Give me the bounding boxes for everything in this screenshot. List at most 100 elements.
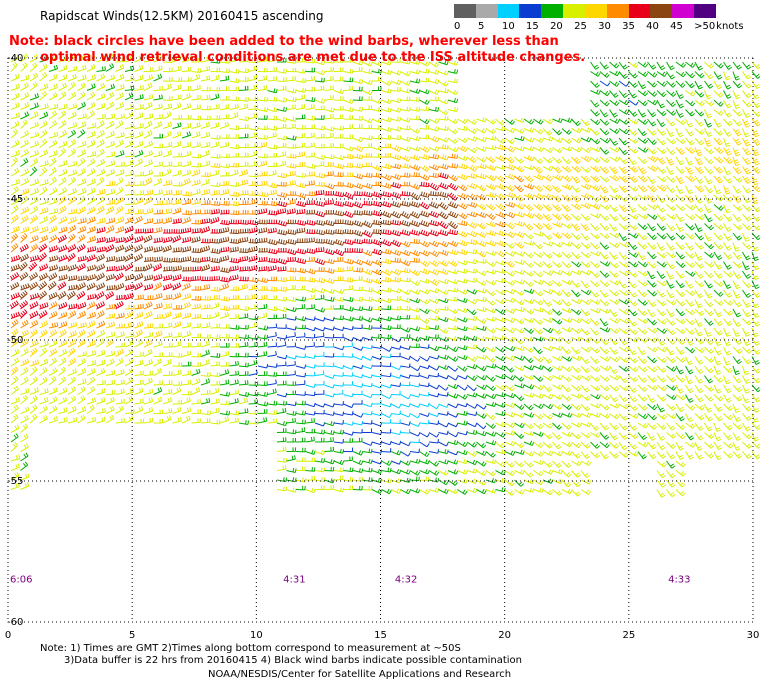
wind-barb [504,489,515,496]
wind-barb [647,147,657,155]
wind-barb [362,410,373,416]
wind-barb [210,182,221,188]
wind-barb [105,405,115,414]
wind-barb [685,375,693,385]
wind-barb [333,459,345,466]
wind-barb [343,266,353,272]
wind-barb [713,375,724,383]
wind-barb [324,238,335,246]
wind-barb [305,294,315,300]
wind-barb [257,277,269,284]
wind-barb [599,147,610,155]
lat-tick-label: -45 [7,194,23,205]
wind-barb [58,64,68,72]
wind-barb [324,437,334,443]
wind-barb [675,337,686,345]
wind-barb [485,221,497,228]
wind-barb [495,260,506,266]
wind-barb [29,196,39,205]
wind-barb [86,216,96,224]
wind-barb [371,191,383,198]
wind-barb [143,323,154,329]
wind-barb [675,80,686,88]
wind-barb [248,191,259,196]
wind-barb [514,211,525,218]
wind-barb [656,384,667,392]
wind-barb [48,103,59,110]
wind-barb [29,54,39,63]
wind-barb [409,211,421,219]
wind-barb [628,375,639,382]
wind-barb [381,201,392,208]
wind-barb [599,118,610,126]
wind-barb [257,160,268,167]
wind-barb [343,210,354,218]
wind-barb [371,259,383,266]
wind-barb [694,422,704,431]
wind-barb [552,251,563,258]
wind-barb [362,61,373,67]
wind-barb [352,67,363,72]
wind-barb [124,111,134,120]
wind-barb [77,82,86,91]
wind-barb [362,467,373,473]
wind-barb [181,103,192,110]
wind-barb [58,177,67,186]
wind-barb [77,406,87,414]
wind-barb [67,122,78,129]
wind-barb [552,355,563,362]
wind-barb [656,61,666,71]
wind-barb [675,356,686,363]
wind-barb [295,400,306,406]
wind-barb [124,283,135,291]
wind-barb [181,330,192,338]
wind-barb [58,376,67,386]
wind-barb [381,80,392,86]
wind-barb [542,270,554,276]
wind-barb [115,348,124,357]
wind-barb [647,327,658,334]
wind-barb [58,216,68,224]
wind-barb [343,191,354,200]
wind-barb [590,422,600,431]
wind-barb [143,359,153,367]
wind-barb [390,382,402,388]
wind-barb [38,243,48,253]
wind-barb [523,155,535,162]
wind-barb [124,103,135,110]
wind-barb [58,407,68,414]
wind-barb [561,307,573,314]
wind-barb [523,280,534,287]
wind-barb [571,165,582,173]
wind-barb [248,227,258,234]
legend-label: 15 [526,21,539,32]
wind-barb [153,73,163,82]
wind-barb [257,219,268,225]
wind-barb [685,80,695,89]
wind-barb [656,460,667,468]
wind-barb [362,268,373,276]
wind-barb [675,270,685,279]
wind-barb [533,375,544,382]
wind-barb [181,322,192,329]
wind-barb [637,61,649,68]
wind-barb [590,156,601,163]
wind-barb [48,150,59,158]
wind-barb [95,301,105,310]
wind-barb [599,365,611,372]
wind-barb [324,411,335,416]
wind-barb [324,229,335,235]
wind-barb [457,459,468,465]
wind-barb [295,200,307,208]
wind-barb [333,200,345,207]
wind-barb [305,200,315,205]
wind-barb [599,109,609,118]
wind-barb [666,365,677,372]
wind-barb [77,140,87,148]
wind-barb [172,169,182,177]
wind-barb [514,289,525,296]
wind-barb [713,422,722,432]
wind-barb [105,236,116,243]
wind-barb [286,381,297,386]
wind-barb [362,172,373,178]
